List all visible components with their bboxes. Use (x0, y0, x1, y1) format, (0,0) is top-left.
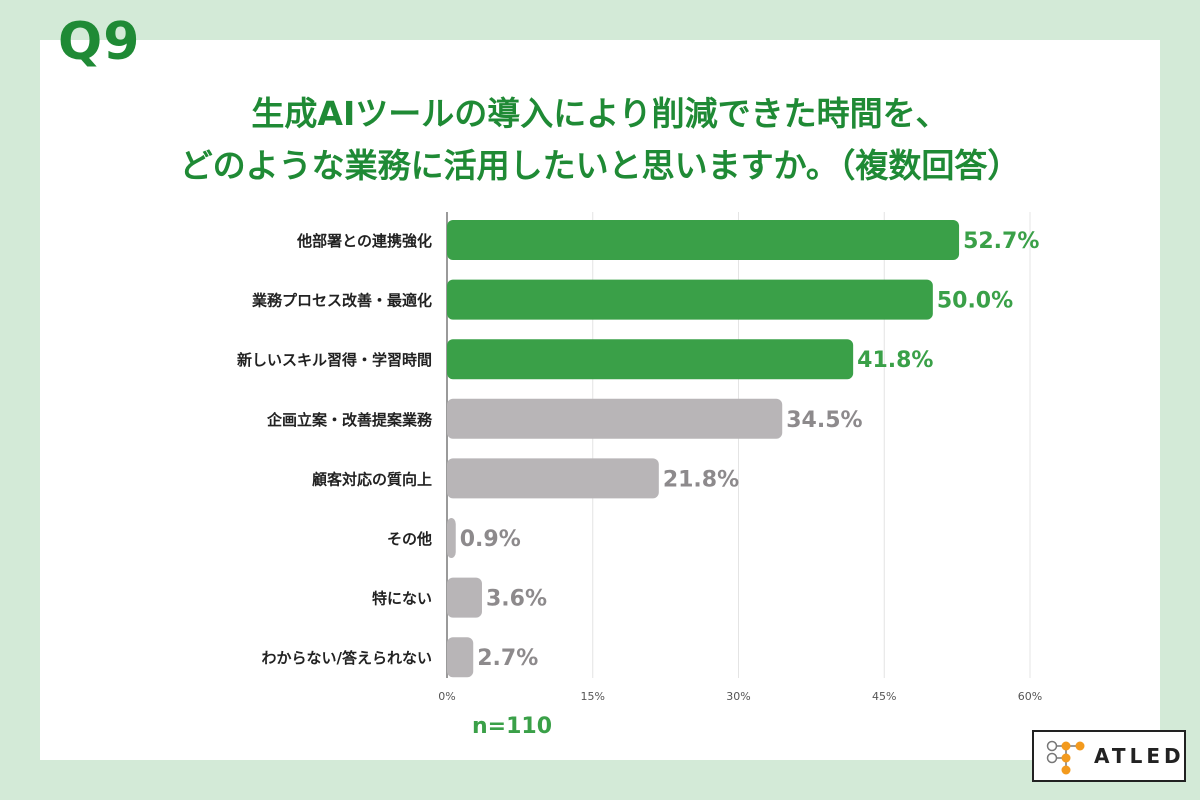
bar (447, 339, 854, 380)
category-label: その他 (387, 530, 432, 548)
category-label: 企画立案・改善提案業務 (266, 411, 433, 429)
value-label: 41.8% (857, 348, 933, 373)
value-label: 21.8% (663, 467, 739, 492)
bar (447, 398, 783, 439)
bar (447, 220, 960, 260)
value-label: 34.5% (786, 408, 862, 433)
bar (447, 458, 659, 499)
x-tick-label: 15% (581, 690, 605, 703)
x-tick-label: 60% (1018, 690, 1042, 703)
category-label: 業務プロセス改善・最適化 (251, 292, 432, 310)
bars (447, 220, 960, 678)
category-label: 特にない (372, 590, 432, 608)
category-label: 新しいスキル習得・学習時間 (237, 351, 432, 369)
value-label: 50.0% (937, 289, 1013, 314)
labels: 0% 15% 30% 45% 60% 他部署との連携強化 52.7% 業務プロセス改善・最適化… (237, 229, 1042, 703)
bar (447, 518, 456, 558)
bar (447, 577, 482, 618)
atled-logo: ATLED (1032, 730, 1186, 782)
logo-network-icon (1046, 740, 1085, 775)
category-label: わからない/答えられない (262, 649, 432, 667)
category-label: 顧客対応の質向上 (312, 470, 432, 488)
bar (447, 279, 933, 320)
title-line-1: 生成AIツールの導入により削減できた時間を、 (251, 94, 949, 133)
value-label: 2.7% (477, 646, 538, 671)
question-label: Q9 (58, 12, 141, 72)
x-tick-label: 0% (438, 690, 455, 703)
logo-text: ATLED (1094, 744, 1185, 768)
title-line-2: どのような業務に活用したいと思いますか。（複数回答） (179, 146, 1021, 185)
value-label: 52.7% (963, 229, 1039, 254)
chart-title: 生成AIツールの導入により削減できた時間を、 どのような業務に活用したいと思いま… (40, 88, 1160, 192)
x-tick-label: 30% (726, 690, 750, 703)
x-tick-label: 45% (872, 690, 896, 703)
sample-size: n=110 (472, 714, 552, 739)
bar (447, 637, 474, 678)
category-label: 他部署との連携強化 (296, 232, 432, 250)
value-label: 0.9% (460, 527, 521, 552)
value-label: 3.6% (486, 587, 547, 612)
